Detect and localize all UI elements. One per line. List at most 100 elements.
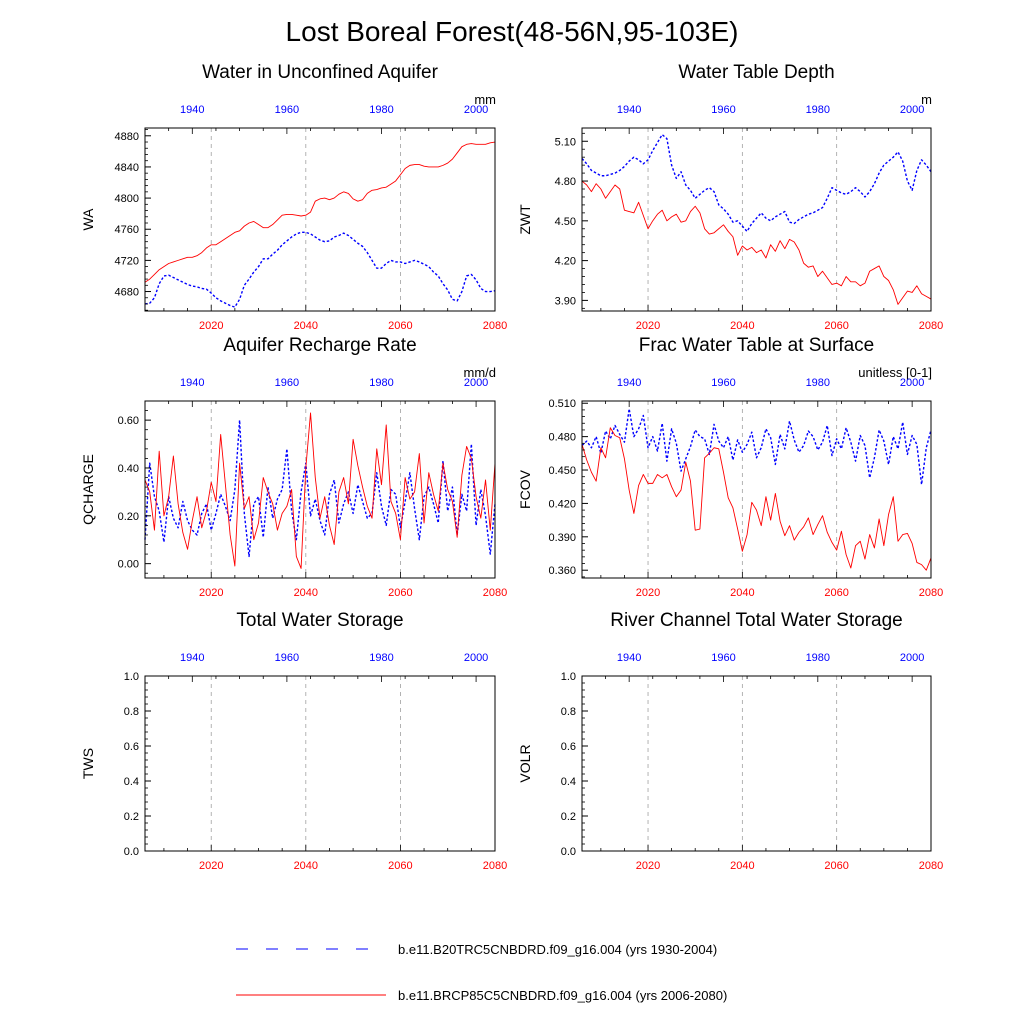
x-bottom-tick-label: 2040 xyxy=(294,860,318,872)
x-bottom-tick-label: 2020 xyxy=(199,320,223,332)
x-top-tick-label: 2000 xyxy=(900,104,924,116)
panel-2: Water Table Depth m 3.90 4.20 4.50 4.80 5.10 20… xyxy=(517,62,943,332)
y-tick-label: 4.20 xyxy=(555,256,576,268)
series-historical-line xyxy=(581,408,932,486)
y-tick-label: 0.2 xyxy=(124,811,139,823)
x-top-tick-label: 1940 xyxy=(617,377,641,389)
x-bottom-tick-label: 2080 xyxy=(483,860,507,872)
plot-frame xyxy=(581,127,932,312)
y-tick-label: 0.480 xyxy=(548,432,576,444)
y-tick-label: 0.00 xyxy=(118,559,139,571)
y-axis-label: FCOV xyxy=(517,469,533,509)
y-tick-label: 4880 xyxy=(115,131,139,143)
x-top-tick-label: 2000 xyxy=(900,652,924,664)
x-bottom-tick-label: 2020 xyxy=(199,860,223,872)
y-tick-label: 0.390 xyxy=(548,532,576,544)
legend: b.e11.B20TRC5CNBDRD.f09_g16.004 (yrs 193… xyxy=(236,942,727,1003)
y-tick-label: 0.0 xyxy=(124,846,139,858)
x-top-tick-label: 1940 xyxy=(180,104,204,116)
x-bottom-tick-label: 2020 xyxy=(636,587,660,599)
x-top-tick-label: 1960 xyxy=(711,652,735,664)
y-tick-label: 3.90 xyxy=(555,295,576,307)
panel-6: River Channel Total Water Storage 0.0 0.2 0… xyxy=(517,610,943,872)
plot-frame xyxy=(144,127,496,312)
y-tick-label: 0.6 xyxy=(561,741,576,753)
y-tick-label: 0.60 xyxy=(118,415,139,427)
y-tick-label: 0.360 xyxy=(548,565,576,577)
y-tick-label: 0.20 xyxy=(118,511,139,523)
y-tick-label: 0.420 xyxy=(548,498,576,510)
plot-frame xyxy=(581,400,932,579)
y-axis-label: ZWT xyxy=(517,204,533,235)
y-tick-label: 4760 xyxy=(115,224,139,236)
y-axis-label: TWS xyxy=(80,748,96,779)
series-future-line xyxy=(144,412,496,569)
x-bottom-tick-label: 2060 xyxy=(824,320,848,332)
x-top-tick-label: 2000 xyxy=(464,377,488,389)
x-top-tick-label: 1960 xyxy=(711,377,735,389)
series-future-line xyxy=(581,180,932,305)
x-bottom-tick-label: 2040 xyxy=(730,320,754,332)
y-tick-label: 0.4 xyxy=(124,776,139,788)
units-label: unitless [0-1] xyxy=(858,365,932,380)
panel-3: Aquifer Recharge Rate mm/d 0.00 0.20 0.40 0.6… xyxy=(80,335,507,599)
x-top-tick-label: 1940 xyxy=(180,377,204,389)
x-top-tick-label: 1940 xyxy=(617,104,641,116)
y-tick-label: 4840 xyxy=(115,162,139,174)
x-bottom-tick-label: 2040 xyxy=(294,587,318,599)
x-top-tick-label: 1960 xyxy=(275,104,299,116)
y-tick-label: 0.2 xyxy=(561,811,576,823)
x-bottom-tick-label: 2040 xyxy=(730,860,754,872)
plot-frame xyxy=(144,675,496,852)
x-bottom-tick-label: 2080 xyxy=(919,320,943,332)
y-axis-label: WA xyxy=(80,208,96,231)
series-future-line xyxy=(144,141,496,283)
x-bottom-tick-label: 2080 xyxy=(919,587,943,599)
x-top-tick-label: 2000 xyxy=(464,104,488,116)
x-top-tick-label: 1980 xyxy=(806,377,830,389)
series-historical-line xyxy=(581,133,932,233)
y-axis-label: VOLR xyxy=(517,744,533,782)
y-tick-label: 5.10 xyxy=(555,136,576,148)
panel-title: Water in Unconfined Aquifer xyxy=(202,62,439,83)
x-top-tick-label: 1980 xyxy=(369,377,393,389)
x-bottom-tick-label: 2060 xyxy=(388,320,412,332)
x-bottom-tick-label: 2040 xyxy=(730,587,754,599)
x-bottom-tick-label: 2060 xyxy=(824,587,848,599)
units-label: mm/d xyxy=(464,365,497,380)
x-bottom-tick-label: 2060 xyxy=(388,860,412,872)
y-tick-label: 0.40 xyxy=(118,463,139,475)
x-top-tick-label: 1980 xyxy=(806,104,830,116)
figure-title: Lost Boreal Forest(48-56N,95-103E) xyxy=(286,16,739,47)
x-top-tick-label: 1980 xyxy=(369,104,393,116)
series-historical-line xyxy=(144,231,496,308)
x-top-tick-label: 1940 xyxy=(180,652,204,664)
x-top-tick-label: 1960 xyxy=(711,104,735,116)
y-tick-label: 0.8 xyxy=(561,706,576,718)
x-bottom-tick-label: 2060 xyxy=(824,860,848,872)
legend-future-label: b.e11.BRCP85C5CNBDRD.f09_g16.004 (yrs 20… xyxy=(398,988,727,1003)
panel-title: Water Table Depth xyxy=(678,62,834,83)
x-bottom-tick-label: 2020 xyxy=(636,320,660,332)
panel-1: Water in Unconfined Aquifer mm 4680 4720 476… xyxy=(80,62,507,332)
units-label: mm xyxy=(474,92,496,107)
panel-4: Frac Water Table at Surface unitless [0-1… xyxy=(517,335,943,599)
x-bottom-tick-label: 2080 xyxy=(483,320,507,332)
panel-5: Total Water Storage 0.0 0.2 0.4 0.6 0.8 1.0 202… xyxy=(80,610,507,872)
panel-title: Frac Water Table at Surface xyxy=(639,335,875,356)
x-top-tick-label: 1940 xyxy=(617,652,641,664)
x-bottom-tick-label: 2080 xyxy=(483,587,507,599)
y-tick-label: 0.4 xyxy=(561,776,576,788)
plot-frame xyxy=(581,675,932,852)
y-tick-label: 4680 xyxy=(115,287,139,299)
x-bottom-tick-label: 2020 xyxy=(199,587,223,599)
units-label: m xyxy=(921,92,932,107)
y-tick-label: 0.8 xyxy=(124,706,139,718)
x-top-tick-label: 1980 xyxy=(806,652,830,664)
x-bottom-tick-label: 2080 xyxy=(919,860,943,872)
x-top-tick-label: 1980 xyxy=(369,652,393,664)
series-future-line xyxy=(581,427,932,571)
x-top-tick-label: 2000 xyxy=(900,377,924,389)
y-tick-label: 1.0 xyxy=(561,671,576,683)
y-tick-label: 0.510 xyxy=(548,398,576,410)
